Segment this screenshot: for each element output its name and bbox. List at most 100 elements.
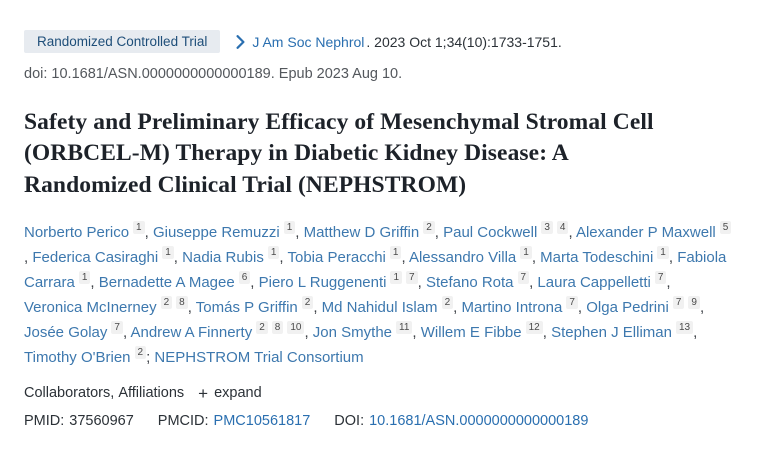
affiliation-superscript[interactable]: 7 (406, 270, 418, 284)
affiliation-superscript[interactable]: 8 (176, 295, 188, 309)
citation-row: Randomized Controlled Trial J Am Soc Nep… (24, 30, 733, 53)
author-item: Stephen J Elliman 13, (551, 320, 697, 341)
affiliation-superscript[interactable]: 2 (256, 320, 268, 334)
author-item: Willem E Fibbe 12, (420, 320, 551, 341)
author-link[interactable]: Piero L Ruggenenti (258, 273, 387, 291)
author-link[interactable]: Alessandro Villa (408, 248, 517, 266)
affiliation-superscript[interactable]: 7 (517, 270, 530, 284)
author-link[interactable]: Nadia Rubis (182, 248, 264, 266)
affiliation-superscript[interactable]: 11 (396, 320, 413, 334)
affiliation-superscript[interactable]: 1 (133, 220, 145, 234)
author-separator: , (122, 323, 131, 341)
affiliation-superscript[interactable]: 1 (390, 270, 403, 284)
affiliation-superscript[interactable]: 2 (160, 295, 173, 309)
author-link[interactable]: Bernadette A Magee (98, 273, 235, 291)
affiliation-superscript[interactable]: 10 (287, 320, 305, 334)
doi-group: DOI: 10.1681/ASN.0000000000000189 (334, 413, 588, 429)
author-link[interactable]: Jon Smythe (312, 323, 393, 341)
author-separator: , (666, 273, 671, 291)
affiliation-superscript[interactable]: 2 (423, 220, 435, 234)
doi-label: DOI: (334, 412, 365, 429)
affiliation-superscript[interactable]: 2 (441, 295, 454, 309)
author-separator: ; (146, 348, 155, 366)
doi-epub-line: doi: 10.1681/ASN.0000000000000189. Epub … (24, 66, 403, 82)
affiliation-superscript[interactable]: 3 (541, 220, 553, 234)
author-link[interactable]: NEPHSTROM Trial Consortium (154, 348, 364, 366)
affiliation-superscript[interactable]: 7 (672, 295, 685, 309)
author-item: Federica Casiraghi 1, (32, 245, 182, 266)
expand-button[interactable]: + expand (198, 385, 262, 402)
author-link[interactable]: Matthew D Griffin (303, 223, 420, 241)
author-link[interactable]: Stephen J Elliman (551, 323, 672, 341)
affiliation-superscript[interactable]: 12 (525, 320, 543, 334)
author-link[interactable]: Andrew A Finnerty (130, 323, 253, 341)
author-separator: , (187, 298, 196, 316)
affiliation-superscript[interactable]: 8 (271, 320, 284, 334)
affiliations-link[interactable]: Affiliations (118, 385, 185, 402)
author-link[interactable]: Stefano Rota (425, 273, 514, 291)
affiliation-superscript[interactable]: 4 (556, 220, 569, 234)
author-item: Martino Introna 7, (461, 295, 586, 316)
author-link[interactable]: Timothy O'Brien (24, 348, 131, 366)
author-link[interactable]: Fabiola Carrara (24, 248, 727, 291)
affiliation-superscript[interactable]: 13 (675, 320, 694, 334)
pubmed-article-header: Randomized Controlled Trial J Am Soc Nep… (24, 30, 733, 429)
author-item: Md Nahidul Islam 2, (321, 295, 462, 316)
affiliation-superscript[interactable]: 1 (267, 245, 280, 259)
author-link[interactable]: Alexander P Maxwell (575, 223, 716, 241)
identifiers-row: PMID: 37560967 PMCID: PMC10561817 DOI: 10.1… (24, 413, 733, 429)
plus-icon: + (198, 383, 209, 403)
author-item: Tobia Peracchi 1, (287, 245, 409, 266)
affiliation-superscript[interactable]: 7 (654, 270, 667, 284)
author-separator: , (668, 248, 678, 266)
affiliation-superscript[interactable]: 6 (238, 270, 251, 284)
journal-link[interactable]: J Am Soc Nephrol (252, 33, 365, 50)
author-link[interactable]: Md Nahidul Islam (321, 298, 438, 316)
expand-label: expand (214, 385, 262, 402)
affiliation-superscript[interactable]: 1 (389, 245, 402, 259)
doi-link[interactable]: 10.1681/ASN.0000000000000189 (369, 412, 589, 429)
author-link[interactable]: Tomás P Griffin (195, 298, 298, 316)
publication-type-badge[interactable]: Randomized Controlled Trial (24, 30, 221, 53)
author-link[interactable]: Olga Pedrini (586, 298, 669, 316)
collaborators-link[interactable]: Collaborators (24, 385, 111, 402)
affiliation-superscript[interactable]: 1 (283, 220, 296, 234)
author-item: NEPHSTROM Trial Consortium (154, 349, 363, 366)
author-link[interactable]: Martino Introna (461, 298, 563, 316)
author-link[interactable]: Willem E Fibbe (420, 323, 522, 341)
author-item: Alexander P Maxwell 5, (24, 220, 732, 266)
affiliation-superscript[interactable]: 7 (566, 295, 578, 309)
author-link[interactable]: Laura Cappelletti (537, 273, 651, 291)
author-list: Norberto Perico 1, Giuseppe Remuzzi 1, Mat… (24, 220, 733, 370)
affiliation-superscript[interactable]: 1 (657, 245, 669, 259)
article-title: Safety and Preliminary Efficacy of Mesen… (24, 109, 654, 198)
pmid-value: 37560967 (69, 412, 134, 429)
pmcid-link[interactable]: PMC10561817 (213, 412, 311, 429)
affiliation-superscript[interactable]: 1 (162, 245, 174, 259)
affiliation-superscript[interactable]: 1 (520, 245, 532, 259)
affiliation-superscript[interactable]: 2 (301, 295, 314, 309)
author-separator: , (279, 248, 288, 266)
author-item: Josée Golay 7, (24, 320, 131, 341)
author-separator: , (568, 223, 576, 241)
author-item: Veronica McInerney 2 8, (24, 295, 196, 316)
author-separator: , (434, 223, 444, 241)
affiliation-superscript[interactable]: 7 (111, 320, 123, 334)
affiliation-superscript[interactable]: 2 (134, 345, 147, 359)
author-link[interactable]: Veronica McInerney (24, 298, 157, 316)
pmid-group: PMID: 37560967 (24, 413, 134, 429)
author-link[interactable]: Paul Cockwell (443, 223, 538, 241)
author-item: Fabiola Carrara 1, (24, 249, 726, 291)
author-item: Andrew A Finnerty 2 8 10, (130, 320, 312, 341)
author-item: Piero L Ruggenenti 1 7, (258, 270, 426, 291)
author-link[interactable]: Tobia Peracchi (287, 248, 386, 266)
affiliation-superscript[interactable]: 5 (719, 220, 732, 234)
author-link[interactable]: Giuseppe Remuzzi (152, 223, 280, 241)
author-link[interactable]: Josée Golay (24, 323, 108, 341)
affiliation-superscript[interactable]: 9 (688, 295, 700, 309)
author-item: Jon Smythe 11, (312, 320, 421, 341)
author-link[interactable]: Federica Casiraghi (32, 248, 159, 266)
affiliation-superscript[interactable]: 1 (78, 270, 91, 284)
author-link[interactable]: Marta Todeschini (540, 248, 654, 266)
author-link[interactable]: Norberto Perico (24, 223, 130, 241)
